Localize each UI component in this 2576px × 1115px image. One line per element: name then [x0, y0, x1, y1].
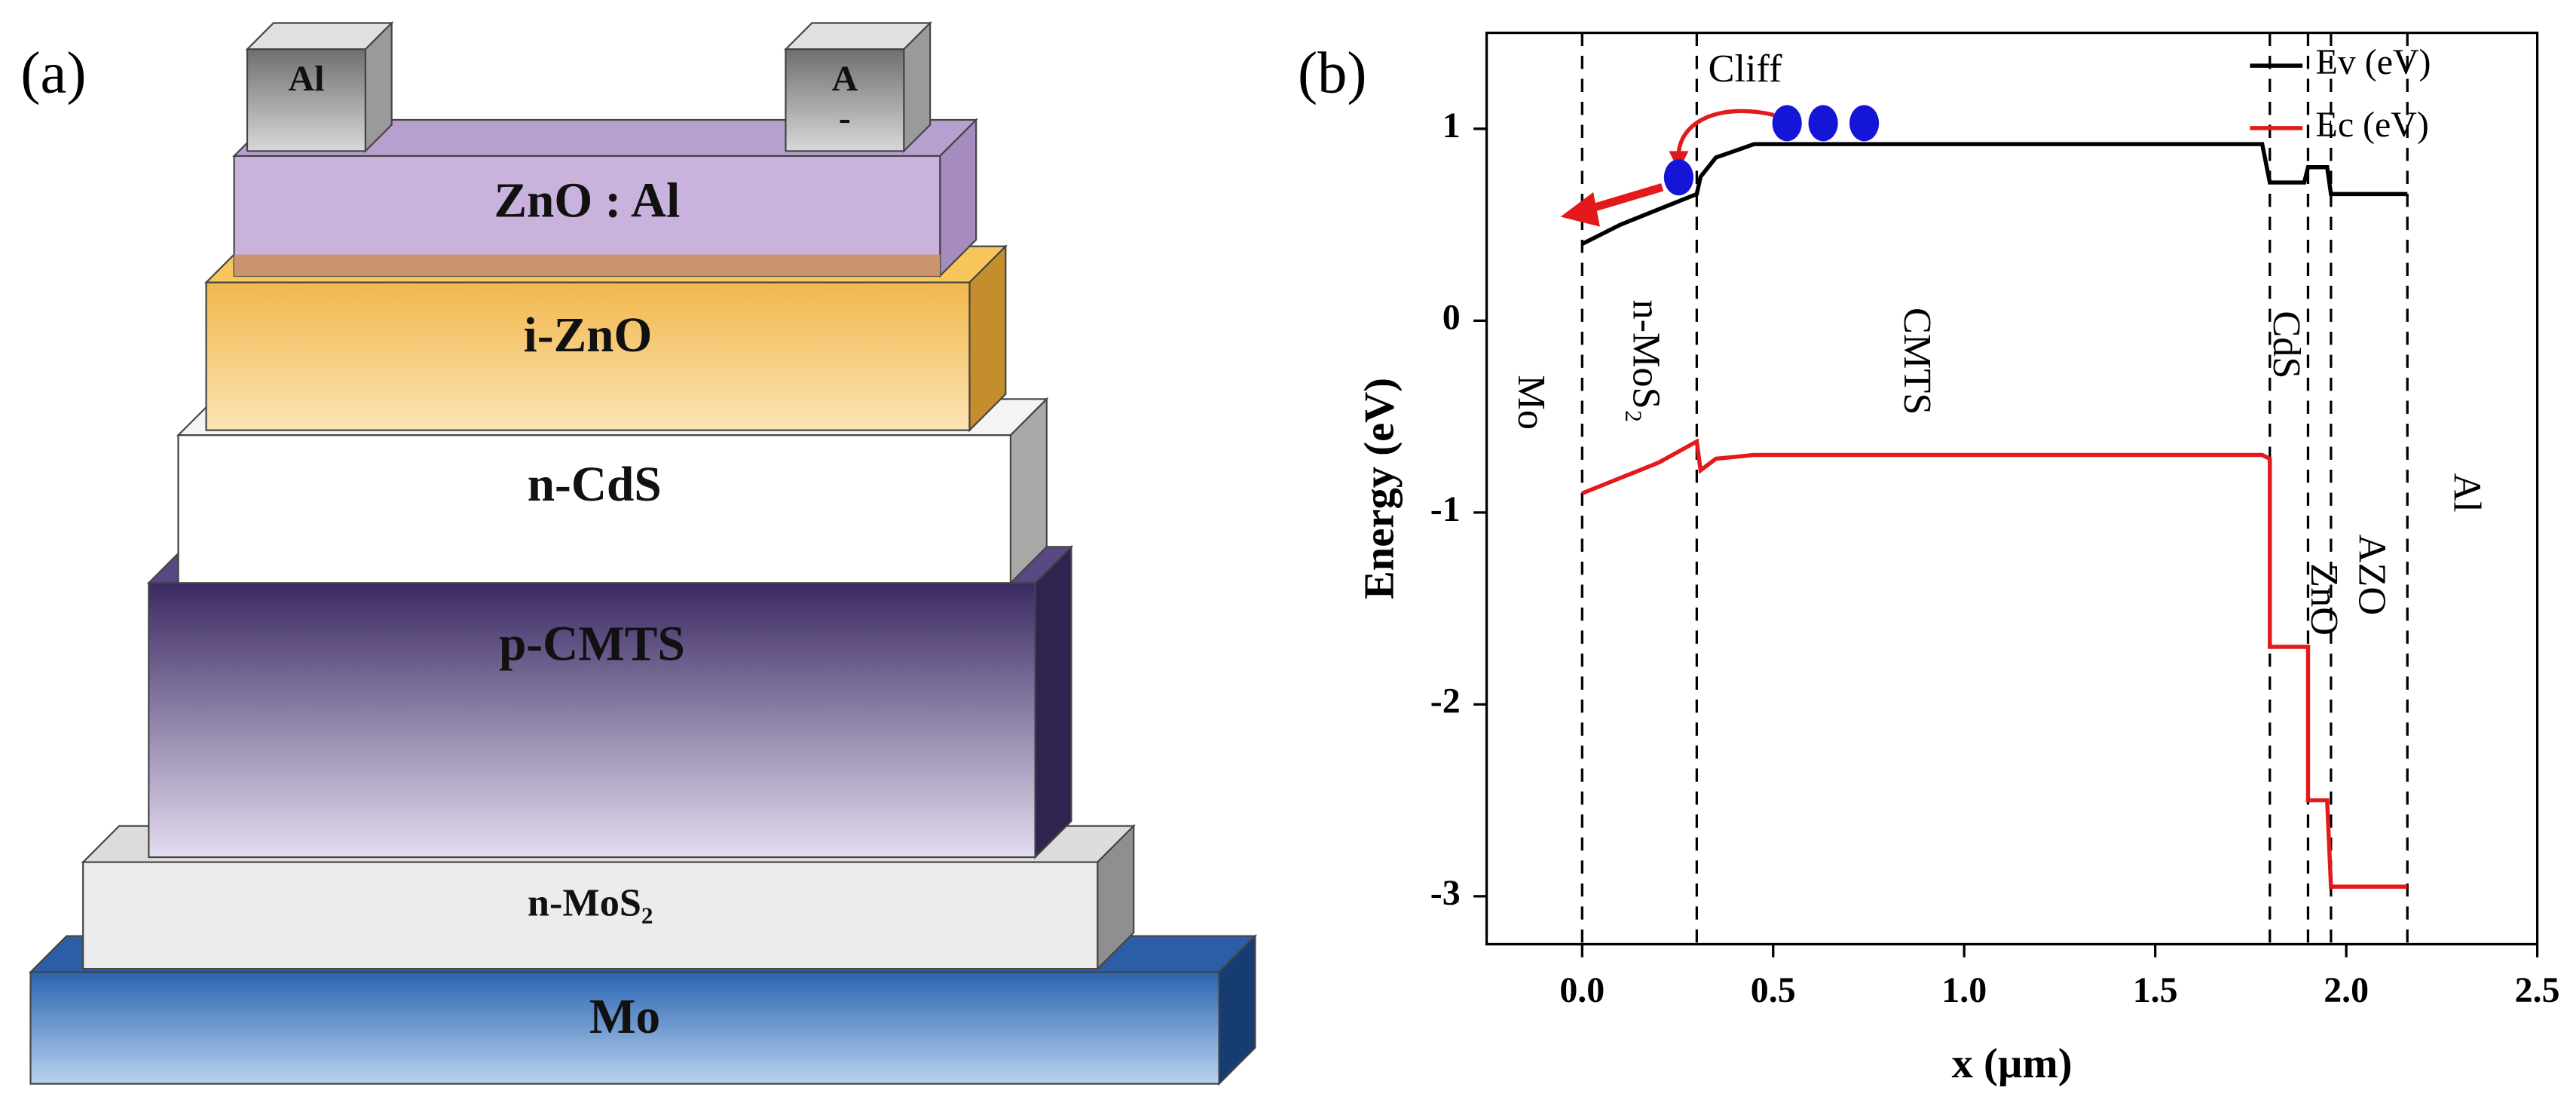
- y-tick-label: -2: [1430, 681, 1461, 721]
- x-axis-label: x (µm): [1952, 1040, 2073, 1087]
- panel-label: (b): [1298, 40, 1366, 106]
- layer: [148, 582, 1036, 859]
- layer: [82, 861, 1099, 970]
- layer-label: p-CMTS: [499, 617, 685, 671]
- layer: [205, 281, 971, 431]
- layer: [29, 971, 1220, 1085]
- region-label: AZO: [2350, 535, 2394, 615]
- x-tick-label: 1.0: [1941, 970, 1987, 1010]
- contact-label: A: [832, 59, 858, 99]
- annotation: Cliff: [1709, 47, 1782, 90]
- electron: [1849, 105, 1880, 142]
- layer-label: n-CdS: [528, 458, 662, 512]
- band-line: [1581, 142, 2408, 246]
- layer-label: n-MoS₂: [528, 881, 653, 924]
- layer-side: [1034, 544, 1072, 859]
- legend-label: Ec (eV): [2316, 105, 2429, 145]
- layer-interface: [234, 254, 941, 276]
- y-tick-label: -3: [1430, 873, 1461, 913]
- drift-arrow: [1583, 183, 1664, 215]
- layer-label: ZnO : Al: [494, 173, 680, 228]
- y-tick-label: 0: [1442, 297, 1461, 337]
- contact: [785, 48, 905, 152]
- electron: [1808, 105, 1838, 142]
- region-label: Al: [2446, 473, 2489, 512]
- x-tick-label: 0.0: [1559, 970, 1605, 1010]
- region-label: Mo: [1510, 375, 1553, 430]
- band-diagram: 0.0 0.5 1.0 1.5 2.0 2.5 1 0 -1 -2 -3 x (µm) Energy (…: [1356, 31, 2560, 1087]
- region-label: n-MoS₂: [1624, 299, 1668, 422]
- electron: [1772, 105, 1802, 142]
- layer: [177, 434, 1011, 584]
- y-tick-label: -1: [1430, 489, 1461, 529]
- y-axis-label: Energy (eV): [1356, 378, 1403, 599]
- x-tick-label: 2.5: [2515, 970, 2560, 1010]
- region-label: CdS: [2265, 311, 2308, 378]
- layer-diagram: Mo n-MoS₂ p-CMTS n-CdS i-ZnO ZnO : Al Al A-: [28, 20, 1258, 1086]
- region-label: ZnO: [2302, 563, 2346, 636]
- layer-label: i-ZnO: [524, 308, 653, 363]
- y-tick-label: 1: [1442, 106, 1461, 146]
- plot-frame: [1485, 31, 2539, 946]
- region-label: CMTS: [1895, 308, 1939, 415]
- contact: [246, 48, 366, 152]
- contact-label: -: [839, 98, 851, 138]
- panel-label: (a): [20, 40, 86, 106]
- x-tick-label: 1.5: [2133, 970, 2178, 1010]
- contact-label: Al: [288, 59, 324, 99]
- annotation-arrow: [1676, 109, 1775, 161]
- x-tick-label: 2.0: [2324, 970, 2369, 1010]
- layer-label: Mo: [589, 990, 660, 1044]
- electron: [1663, 159, 1694, 196]
- band-line: [1581, 438, 2408, 889]
- x-tick-label: 0.5: [1751, 970, 1796, 1010]
- legend-label: Ev (eV): [2316, 42, 2431, 82]
- drift-arrowhead: [1560, 191, 1600, 227]
